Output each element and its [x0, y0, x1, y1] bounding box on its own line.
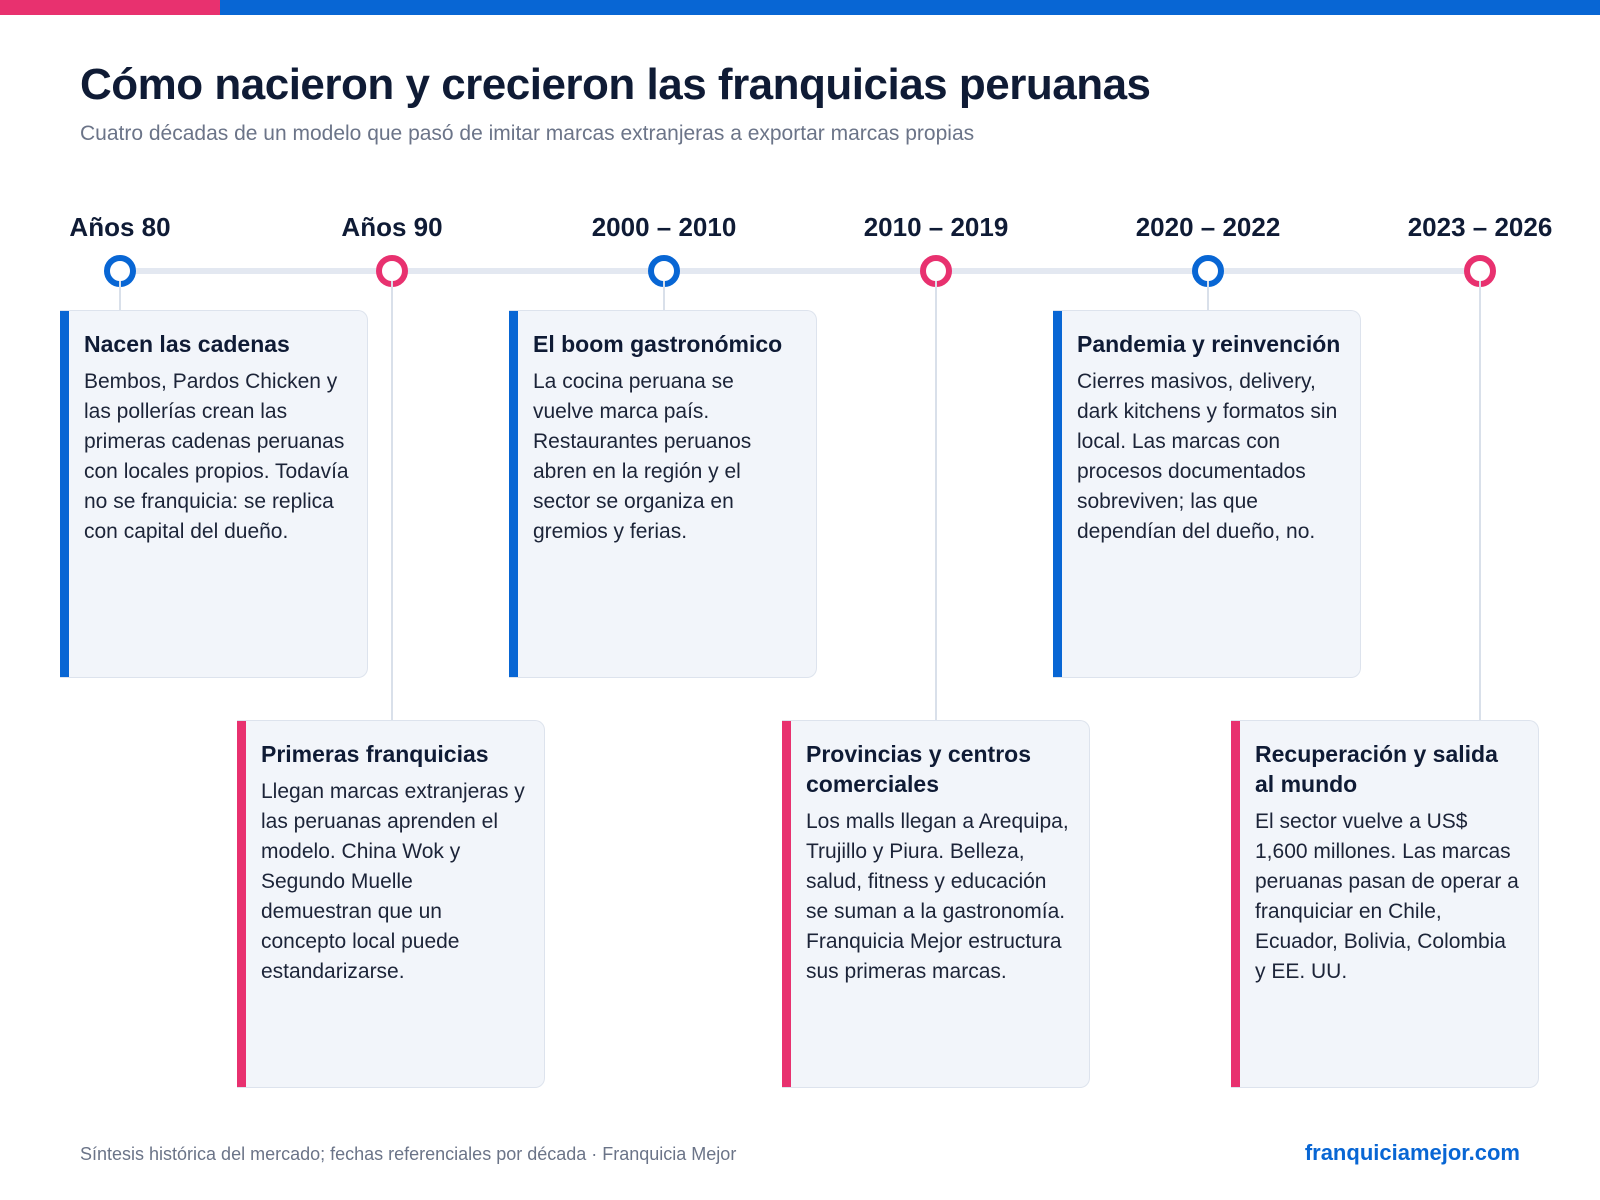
footer-note: Síntesis histórica del mercado; fechas r… [80, 1144, 737, 1164]
timeline-axis [120, 268, 1480, 274]
timeline-connector [119, 281, 121, 311]
timeline-connector [1207, 281, 1209, 311]
timeline-connector [663, 281, 665, 311]
timeline-card: Recuperación y salida al mundo El sector… [1231, 720, 1539, 1088]
page-subtitle: Cuatro décadas de un modelo que pasó de … [80, 122, 975, 145]
era-label: 2010 – 2019 [863, 212, 1009, 242]
card-text: Bembos, Pardos Chicken y las pollerías c… [84, 370, 349, 543]
timeline-connector [391, 281, 393, 721]
timeline-connector [1479, 281, 1481, 721]
card-title: Nacen las cadenas [84, 331, 290, 357]
card-title: Primeras franquicias [261, 741, 489, 767]
era-label: 2023 – 2026 [1407, 212, 1553, 242]
timeline-card: Pandemia y reinvención Cierres masivos, … [1053, 310, 1361, 678]
card-accent-bar [60, 311, 69, 677]
timeline-card: Provincias y centros comerciales Los mal… [782, 720, 1090, 1088]
card-accent-bar [509, 311, 518, 677]
timeline-card: El boom gastronómico La cocina peruana s… [509, 310, 817, 678]
card-title: El boom gastronómico [533, 331, 783, 357]
card-text: Cierres masivos, delivery, dark kitchens… [1077, 370, 1338, 543]
top-accent-blue [220, 0, 1600, 15]
footer-website-link[interactable]: franquiciamejor.com [1304, 1140, 1520, 1165]
top-accent-pink [0, 0, 220, 15]
era-label: Años 90 [341, 212, 443, 242]
card-text: Los malls llegan a Arequipa, Trujillo y … [806, 810, 1069, 983]
era-label: 2020 – 2022 [1135, 212, 1281, 242]
timeline-card: Nacen las cadenas Bembos, Pardos Chicken… [60, 310, 368, 678]
card-text: Llegan marcas extranjeras y las peruanas… [261, 780, 525, 983]
timeline-connector [935, 281, 937, 721]
timeline-card: Primeras franquicias Llegan marcas extra… [237, 720, 545, 1088]
card-title: Pandemia y reinvención [1077, 331, 1341, 357]
card-title: Provincias y centros comerciales [806, 741, 1031, 797]
card-text: El sector vuelve a US$ 1,600 millones. L… [1255, 810, 1519, 983]
card-title: Recuperación y salida al mundo [1255, 741, 1498, 797]
era-label: Años 80 [69, 212, 171, 242]
card-text: La cocina peruana se vuelve marca país. … [533, 370, 752, 543]
era-label: 2000 – 2010 [591, 212, 737, 242]
card-accent-bar [1053, 311, 1062, 677]
card-accent-bar [782, 721, 791, 1087]
page-title: Cómo nacieron y crecieron las franquicia… [80, 60, 1151, 109]
card-accent-bar [1231, 721, 1240, 1087]
card-accent-bar [237, 721, 246, 1087]
top-accent-bar [0, 0, 1600, 15]
